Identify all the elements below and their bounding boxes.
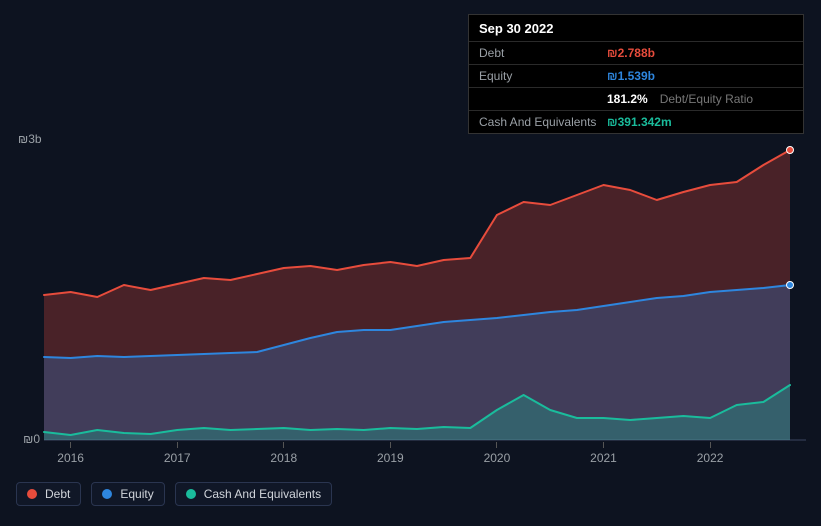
tooltip-row-label: Debt xyxy=(479,46,599,60)
tooltip-row: Debt ₪2.788b xyxy=(469,41,803,64)
legend-item-equity[interactable]: Equity xyxy=(91,482,164,506)
tooltip-row-value: 181.2% xyxy=(607,92,648,106)
x-tick-label: 2019 xyxy=(370,442,410,465)
tooltip-row-value: ₪1.539b xyxy=(607,69,655,83)
tooltip-row: Cash And Equivalents ₪391.342m xyxy=(469,110,803,133)
legend-item-label: Debt xyxy=(45,487,70,501)
legend-dot-icon xyxy=(27,489,37,499)
legend-item-debt[interactable]: Debt xyxy=(16,482,81,506)
y-tick-label: ₪3b xyxy=(18,132,40,146)
legend-item-label: Equity xyxy=(120,487,153,501)
x-tick-label: 2016 xyxy=(51,442,91,465)
legend-item-cash[interactable]: Cash And Equivalents xyxy=(175,482,332,506)
tooltip-row-value: ₪2.788b xyxy=(607,46,655,60)
legend-dot-icon xyxy=(186,489,196,499)
tooltip-row: 181.2% Debt/Equity Ratio xyxy=(469,87,803,110)
x-tick-label: 2018 xyxy=(264,442,304,465)
x-tick-label: 2020 xyxy=(477,442,517,465)
y-tick-label: ₪0 xyxy=(18,432,40,446)
tooltip-row-value: ₪391.342m xyxy=(607,115,672,129)
x-tick-label: 2021 xyxy=(584,442,624,465)
tooltip-row-label: Cash And Equivalents xyxy=(479,115,599,129)
tooltip-row-extra: Debt/Equity Ratio xyxy=(660,92,753,106)
tooltip-row-label: Equity xyxy=(479,69,599,83)
tooltip-date: Sep 30 2022 xyxy=(469,15,803,41)
end-marker-debt xyxy=(786,146,794,154)
legend-dot-icon xyxy=(102,489,112,499)
chart-legend: Debt Equity Cash And Equivalents xyxy=(16,482,332,506)
end-marker-equity xyxy=(786,281,794,289)
tooltip-row: Equity ₪1.539b xyxy=(469,64,803,87)
hover-tooltip: Sep 30 2022 Debt ₪2.788b Equity ₪1.539b 181.2… xyxy=(468,14,804,134)
x-tick-label: 2017 xyxy=(157,442,197,465)
legend-item-label: Cash And Equivalents xyxy=(204,487,321,501)
x-tick-label: 2022 xyxy=(690,442,730,465)
